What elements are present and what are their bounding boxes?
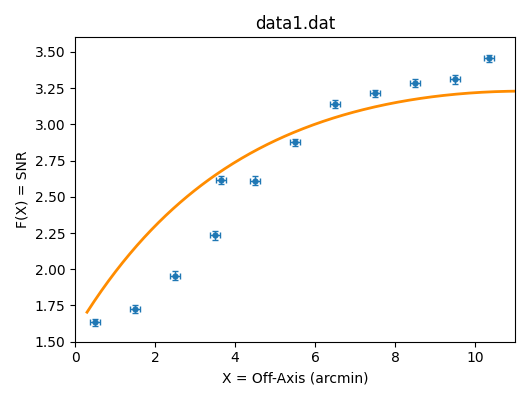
Title: data1.dat: data1.dat	[255, 15, 335, 33]
X-axis label: X = Off-Axis (arcmin): X = Off-Axis (arcmin)	[222, 371, 368, 385]
Y-axis label: F(X) = SNR: F(X) = SNR	[15, 151, 29, 228]
